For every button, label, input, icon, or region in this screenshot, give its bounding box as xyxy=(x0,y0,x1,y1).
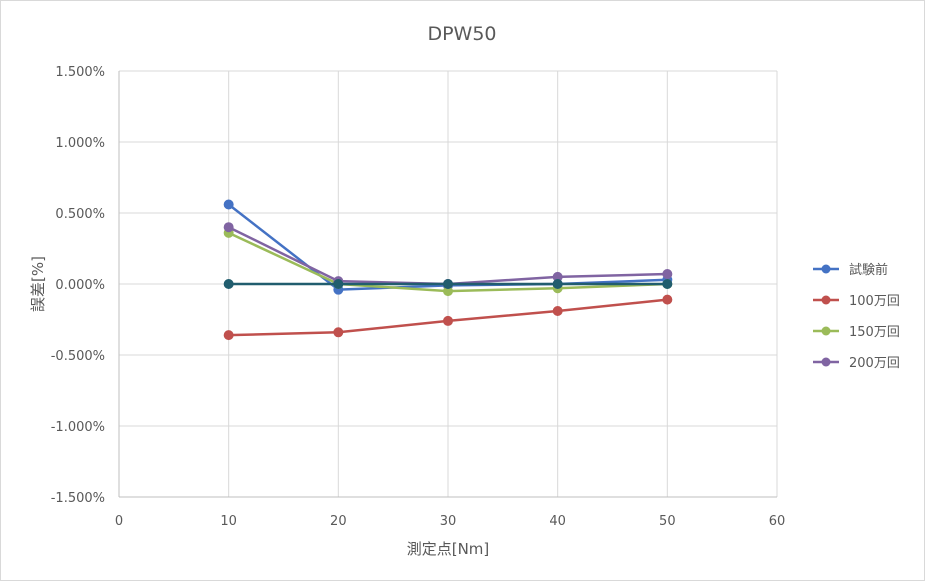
x-tick-label: 20 xyxy=(330,514,347,529)
x-tick-label: 10 xyxy=(220,514,237,529)
legend-item: 150万回 xyxy=(813,325,900,340)
legend-label: 150万回 xyxy=(849,325,900,340)
legend-label: 試験前 xyxy=(849,262,888,278)
data-point xyxy=(662,279,673,289)
data-point xyxy=(333,327,344,338)
x-tick-label: 50 xyxy=(659,514,676,529)
data-point xyxy=(443,279,453,289)
data-point xyxy=(223,330,234,341)
legend-item: 200万回 xyxy=(813,356,900,371)
data-point xyxy=(333,279,344,289)
x-tick-label: 60 xyxy=(769,514,786,529)
chart-title: DPW50 xyxy=(427,23,496,45)
data-point xyxy=(223,279,234,289)
legend-marker xyxy=(821,264,831,274)
data-point xyxy=(552,279,563,289)
legend: 試験前 100万回 150万回 200万回 xyxy=(813,262,900,371)
legend-item: 試験前 xyxy=(813,262,888,278)
y-axis-label: 誤差[%] xyxy=(29,256,47,312)
legend-marker xyxy=(821,326,831,336)
y-tick-label: 1.500% xyxy=(55,65,105,80)
data-point xyxy=(662,269,673,280)
x-tick-label: 0 xyxy=(115,514,123,529)
legend-marker xyxy=(821,357,831,367)
series-1 xyxy=(223,294,673,341)
data-point xyxy=(223,222,234,233)
y-tick-label: -1.500% xyxy=(51,491,105,506)
y-tick-label: 0.000% xyxy=(55,278,105,293)
y-tick-label: -1.000% xyxy=(51,420,105,435)
x-axis-label: 測定点[Nm] xyxy=(407,540,490,558)
y-tick-label: 1.000% xyxy=(55,136,105,151)
legend-label: 100万回 xyxy=(849,294,900,309)
data-point xyxy=(443,315,453,326)
data-point xyxy=(223,199,234,210)
legend-label: 200万回 xyxy=(849,356,900,371)
y-tick-label: 0.500% xyxy=(55,207,105,222)
x-tick-label: 40 xyxy=(549,514,566,529)
legend-marker xyxy=(821,295,831,305)
data-point xyxy=(662,294,673,305)
series-4 xyxy=(223,279,673,289)
axes: 1.500% 1.000% 0.500% 0.000% -0.500% -1.000% -1… xyxy=(51,65,786,529)
data-point xyxy=(552,305,563,316)
legend-item: 100万回 xyxy=(813,294,900,309)
x-tick-label: 30 xyxy=(440,514,457,529)
series-lines xyxy=(223,199,673,341)
y-tick-label: -0.500% xyxy=(51,349,105,364)
